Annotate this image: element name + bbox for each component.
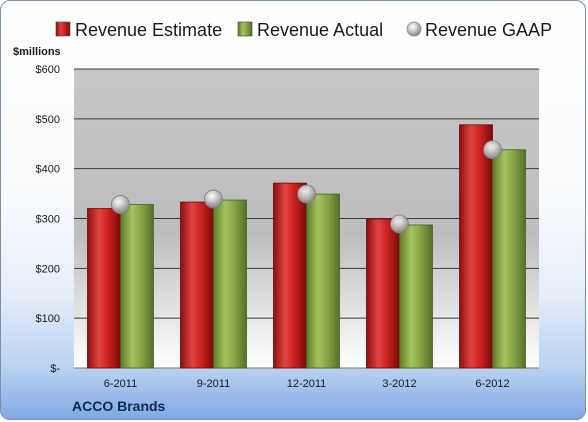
bar-revenue-actual-3-2012 — [399, 224, 433, 369]
marker-revenue-gaap-9-2011 — [204, 189, 223, 209]
bar-revenue-estimate-9-2011 — [180, 201, 214, 369]
marker-revenue-gaap-3-2012 — [390, 214, 409, 234]
y-tick-label: $400 — [36, 164, 60, 176]
bar-revenue-estimate-6-2011 — [87, 208, 121, 369]
y-tick-label: $500 — [36, 114, 60, 126]
gaap-markers — [111, 140, 502, 234]
legend-label-revenue-actual: Revenue Actual — [257, 20, 383, 40]
legend-swatch-revenue-estimate — [55, 21, 71, 37]
bar-revenue-actual-6-2012 — [492, 149, 526, 369]
y-tick-label: $600 — [36, 64, 60, 76]
marker-revenue-gaap-6-2011 — [111, 195, 130, 214]
bar-revenue-actual-6-2011 — [120, 204, 154, 369]
bar-revenue-estimate-3-2012 — [366, 218, 400, 369]
legend-label-revenue-gaap: Revenue GAAP — [425, 20, 552, 40]
bar-revenue-actual-9-2011 — [213, 199, 247, 369]
bars — [87, 124, 526, 369]
x-tick-label: 6-2012 — [475, 378, 509, 390]
y-tick-label: $200 — [36, 263, 60, 275]
marker-revenue-gaap-6-2012 — [483, 140, 502, 160]
bar-revenue-actual-12-2011 — [306, 193, 340, 369]
x-tick-label: 6-2011 — [104, 378, 137, 390]
legend-swatch-revenue-gaap — [406, 21, 422, 37]
x-tick-label: 3-2012 — [382, 378, 416, 390]
y-tick-label: $100 — [36, 313, 60, 325]
bar-revenue-estimate-6-2012 — [459, 124, 493, 369]
legend-label-revenue-estimate: Revenue Estimate — [75, 20, 222, 40]
bar-revenue-estimate-12-2011 — [273, 182, 307, 369]
x-tick-label: 9-2011 — [197, 378, 230, 390]
x-tick-label: 12-2011 — [287, 378, 327, 390]
y-axis-unit-label: $millions — [13, 46, 61, 58]
x-axis: 6-2011 9-2011 12-2011 3-2012 6-2012 — [104, 378, 510, 390]
company-name: ACCO Brands — [72, 398, 166, 414]
legend-swatch-revenue-actual — [237, 21, 253, 37]
y-tick-label: $300 — [36, 214, 60, 226]
chart-legend: Revenue Estimate Revenue Actual Revenue GA… — [55, 20, 552, 40]
marker-revenue-gaap-12-2011 — [297, 184, 316, 204]
y-tick-label: $- — [50, 363, 60, 375]
y-axis: $- $100 $200 $300 $400 $500 $600 — [36, 64, 61, 375]
